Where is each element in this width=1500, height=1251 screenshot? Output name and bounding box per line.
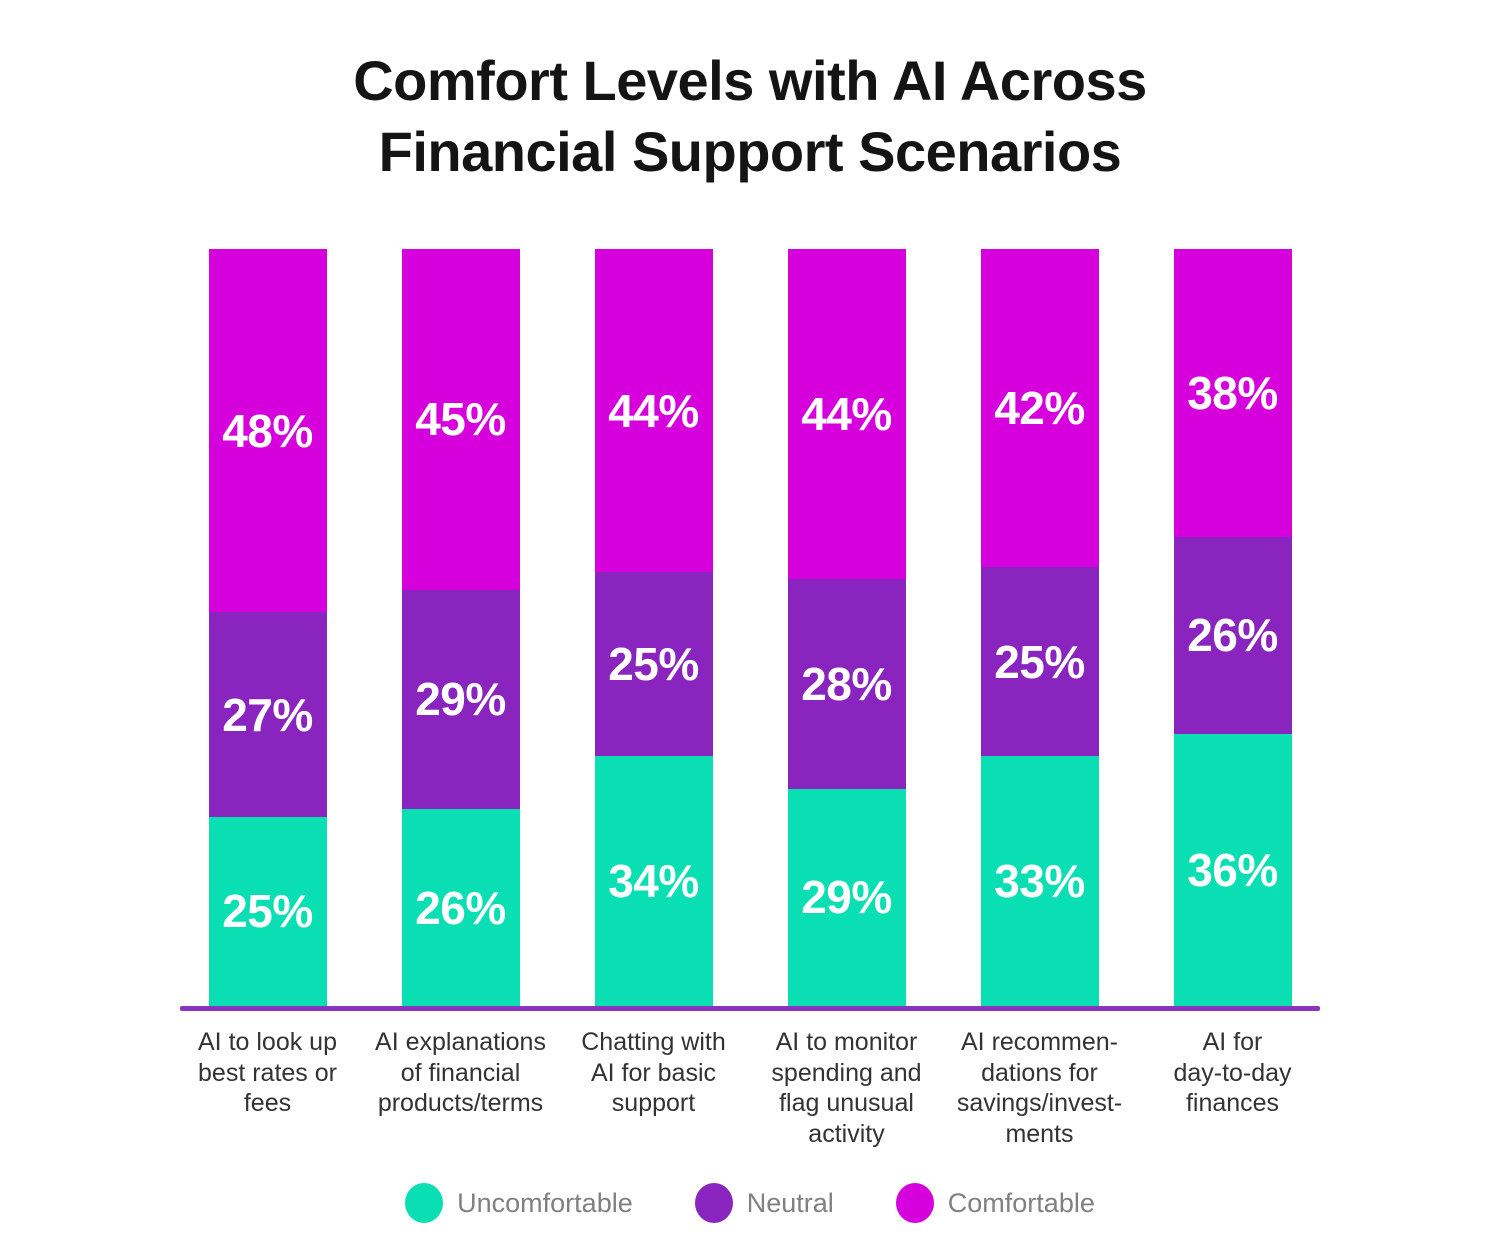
bar-segment-uncomfortable: 33% [980, 756, 1099, 1007]
chart-title-line-2: Financial Support Scenarios [378, 119, 1122, 183]
legend-label-uncomfortable: Uncomfortable [457, 1187, 633, 1218]
category-label: AI for day-to-day finances [1173, 1028, 1292, 1118]
legend: Uncomfortable Neutral Comfortable [0, 1183, 1500, 1224]
category-label: AI to look up best rates or fees [198, 1028, 337, 1118]
bar-segment-comfortable: 42% [980, 249, 1099, 568]
legend-item-uncomfortable: Uncomfortable [405, 1183, 633, 1224]
bar-segment-uncomfortable: 36% [1173, 733, 1292, 1007]
bar-segment-neutral: 27% [208, 612, 327, 817]
stacked-bar: 42% 25% 33% [980, 249, 1099, 1007]
bar-segment-uncomfortable: 34% [594, 756, 713, 1007]
segment-value-label: 44% [801, 387, 892, 440]
bar-segment-neutral: 28% [787, 578, 906, 789]
legend-label-comfortable: Comfortable [947, 1187, 1095, 1218]
segment-value-label: 25% [608, 638, 699, 691]
bar-segment-neutral: 26% [1173, 536, 1292, 734]
uncomfortable-swatch-icon [405, 1183, 444, 1224]
category-label: AI to monitor spending and flag unusual act… [771, 1028, 922, 1148]
segment-value-label: 25% [222, 885, 313, 938]
legend-item-neutral: Neutral [694, 1183, 834, 1224]
stacked-bar: 44% 25% 34% [594, 249, 713, 1007]
bar-segment-comfortable: 38% [1173, 249, 1292, 537]
chart-title-line-1: Comfort Levels with AI Across [353, 49, 1147, 112]
segment-value-label: 29% [801, 871, 892, 924]
segment-value-label: 36% [1187, 843, 1278, 896]
category-labels-row: AI to look up best rates or fees AI explana… [171, 1011, 1329, 1149]
stacked-bar-chart: 48% 27% 25% 45% 29% 26% 44% 25% 34% 44% 28% 29% 42% 2… [171, 249, 1329, 1149]
legend-item-comfortable: Comfortable [895, 1183, 1095, 1224]
chart-title: Comfort Levels with AI Across Financial … [0, 0, 1500, 187]
bar-segment-comfortable: 44% [594, 249, 713, 573]
bar-column: 44% 28% 29% [750, 249, 943, 1007]
segment-value-label: 44% [608, 384, 699, 437]
bar-column: 44% 25% 34% [557, 249, 750, 1007]
segment-value-label: 26% [1187, 609, 1278, 662]
stacked-bar: 48% 27% 25% [208, 249, 327, 1007]
stacked-bar: 45% 29% 26% [401, 249, 520, 1007]
bar-column: 45% 29% 26% [364, 249, 557, 1007]
segment-value-label: 25% [994, 635, 1085, 688]
segment-value-label: 26% [415, 881, 506, 934]
bar-segment-uncomfortable: 25% [208, 816, 327, 1007]
bar-segment-neutral: 25% [594, 572, 713, 757]
bar-segment-comfortable: 44% [787, 249, 906, 579]
segment-value-label: 29% [415, 673, 506, 726]
x-axis-line [180, 1006, 1320, 1012]
segment-value-label: 48% [222, 404, 313, 457]
bar-segment-neutral: 25% [980, 567, 1099, 757]
segment-value-label: 34% [608, 855, 699, 908]
neutral-swatch-icon [694, 1183, 733, 1224]
plot-area: 48% 27% 25% 45% 29% 26% 44% 25% 34% 44% 28% 29% 42% 2… [171, 249, 1329, 1007]
bar-segment-comfortable: 45% [401, 249, 520, 590]
bar-segment-uncomfortable: 29% [787, 788, 906, 1007]
segment-value-label: 38% [1187, 366, 1278, 419]
category-label: AI recommen-dations for savings/invest-me… [956, 1028, 1123, 1148]
stacked-bar: 44% 28% 29% [787, 249, 906, 1007]
stacked-bar: 38% 26% 36% [1173, 249, 1292, 1007]
bar-column: 42% 25% 33% [943, 249, 1136, 1007]
bar-column: 38% 26% 36% [1136, 249, 1329, 1007]
legend-label-neutral: Neutral [746, 1187, 834, 1218]
bar-column: 48% 27% 25% [171, 249, 364, 1007]
segment-value-label: 45% [415, 393, 506, 446]
segment-value-label: 27% [222, 688, 313, 741]
segment-value-label: 33% [994, 855, 1085, 908]
comfortable-swatch-icon [895, 1183, 934, 1224]
bar-segment-neutral: 29% [401, 589, 520, 810]
category-label: Chatting with AI for basic support [581, 1028, 726, 1118]
bar-segment-comfortable: 48% [208, 249, 327, 613]
segment-value-label: 28% [801, 657, 892, 710]
category-label: AI explanations of financial products/term… [375, 1028, 546, 1118]
bar-segment-uncomfortable: 26% [401, 809, 520, 1007]
segment-value-label: 42% [994, 382, 1085, 435]
